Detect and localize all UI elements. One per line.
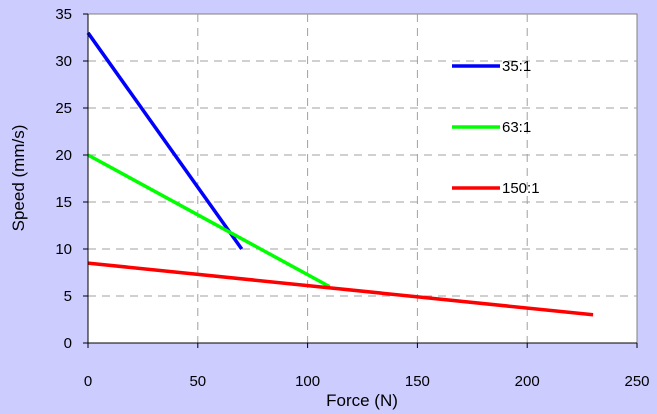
x-tick-label: 0 (84, 373, 92, 390)
axes (87, 14, 637, 344)
y-tick-label: 35 (55, 6, 72, 23)
y-tick-label: 30 (55, 53, 72, 70)
x-tick-label: 150 (405, 373, 430, 390)
y-axis-title: Speed (mm/s) (9, 125, 28, 232)
y-tick-labels: 0 5 10 15 20 25 30 35 (55, 6, 88, 352)
x-tick-label: 100 (295, 373, 320, 390)
legend: 35:1 63:1 150:1 (452, 58, 540, 197)
series-line-2 (87, 153, 331, 289)
x-tick-labels: 0 50 100 150 200 250 (84, 343, 650, 390)
series-line-1 (86, 31, 244, 251)
y-tick-label: 5 (64, 288, 72, 305)
x-axis-title: Force (N) (326, 391, 398, 410)
legend-label-3: 150:1 (502, 180, 540, 197)
series-lines (86, 31, 594, 317)
x-tick-label: 250 (624, 373, 649, 390)
y-tick-label: 0 (64, 335, 72, 352)
x-tick-label: 200 (515, 373, 540, 390)
x-tick-label: 50 (189, 373, 206, 390)
y-tick-label: 20 (55, 147, 72, 164)
y-tick-label: 10 (55, 241, 72, 258)
grid-lines (88, 14, 637, 343)
plot-area (87, 13, 638, 344)
legend-label-1: 35:1 (502, 58, 531, 75)
series-line-3 (87, 261, 594, 317)
y-tick-label: 25 (55, 100, 72, 117)
legend-label-2: 63:1 (502, 119, 531, 136)
y-tick-label: 15 (55, 194, 72, 211)
